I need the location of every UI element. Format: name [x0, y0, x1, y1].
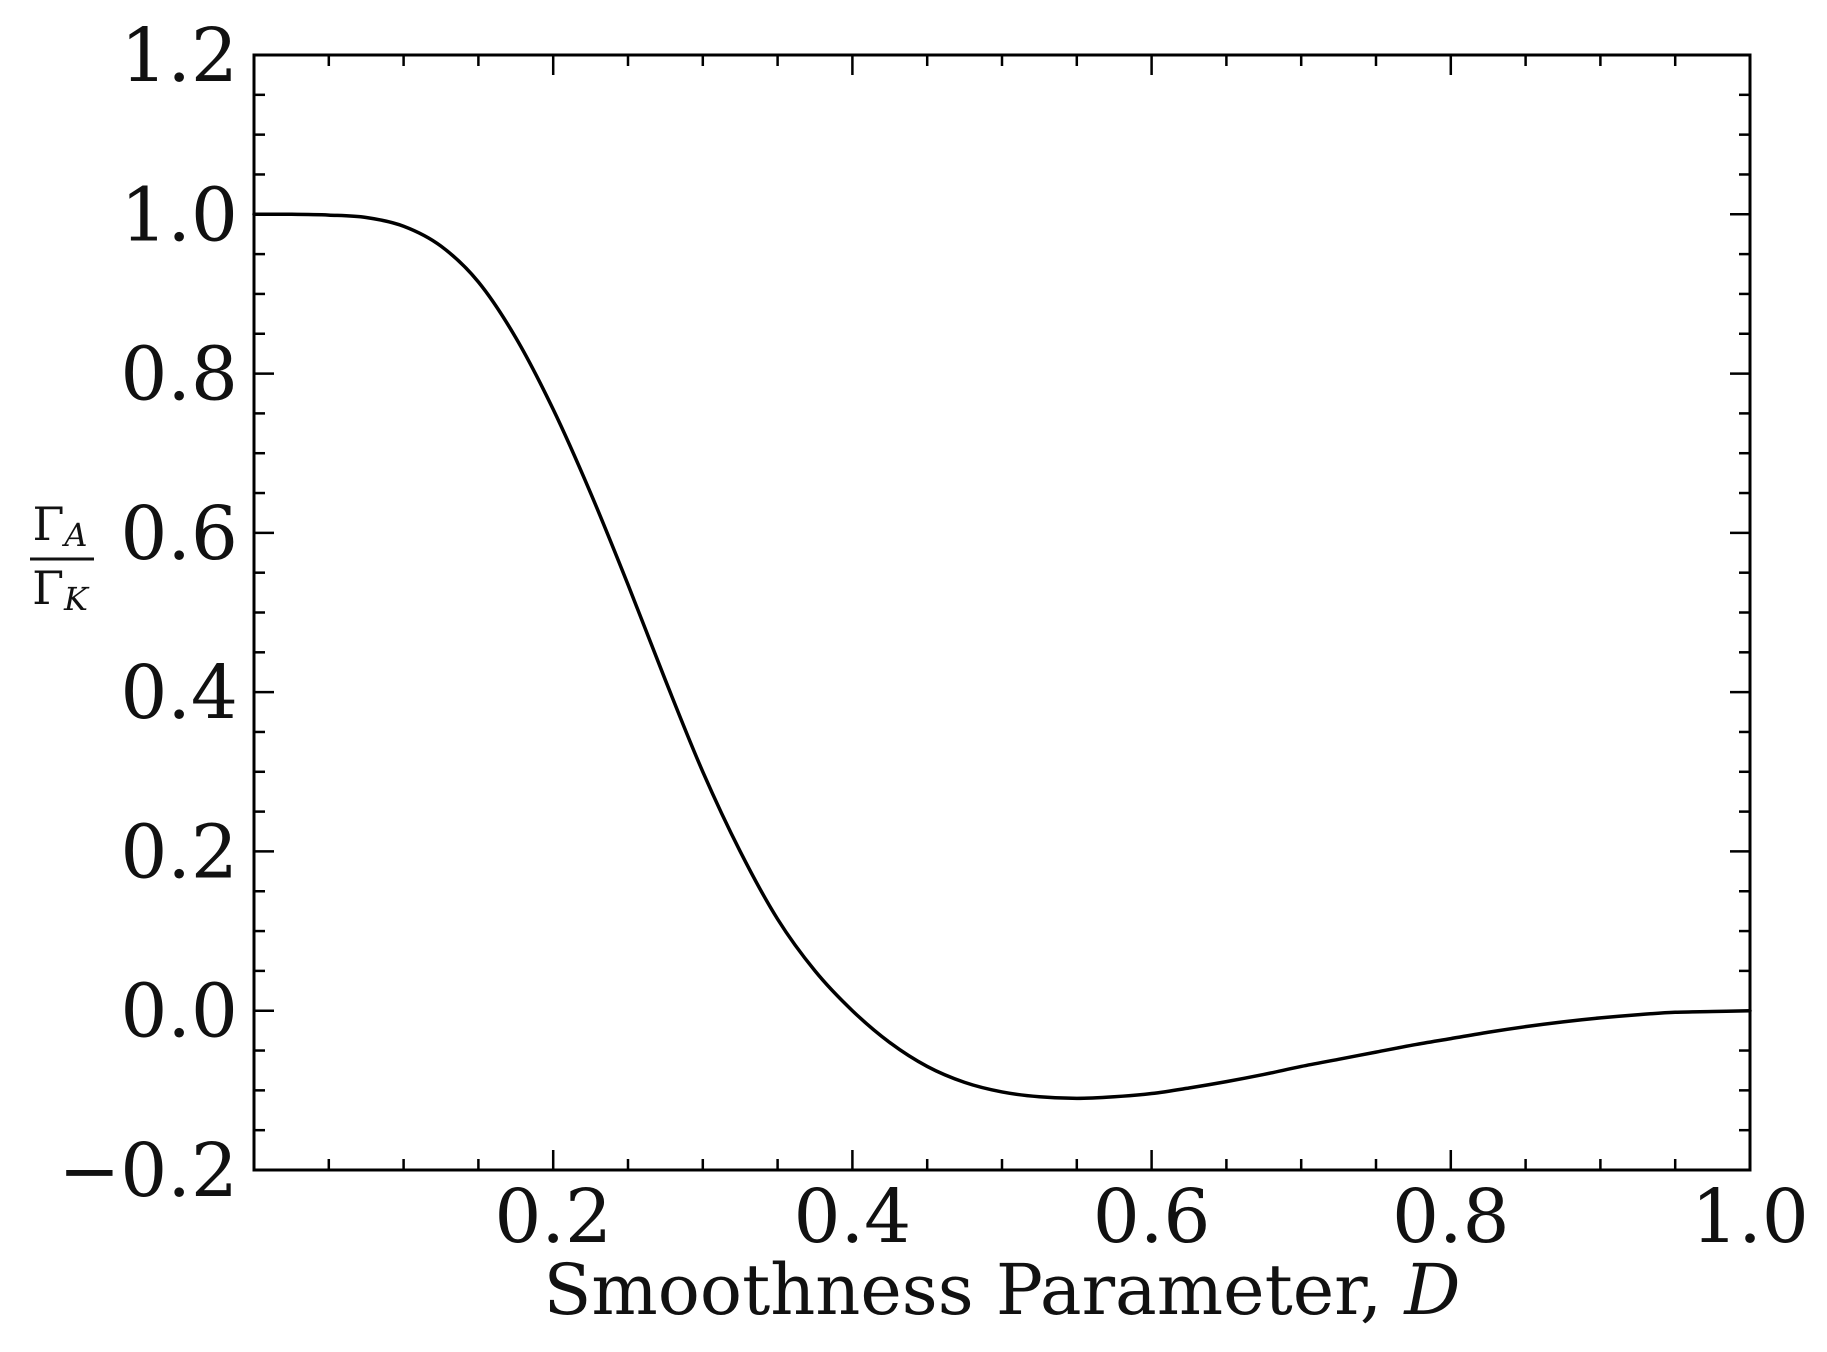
y-tick-label: −0.2	[58, 1128, 238, 1214]
y-axis-label: ΓA ΓK	[30, 497, 94, 618]
tick-group	[252, 53, 1752, 1172]
y-axis-label-denominator: ΓK	[32, 561, 90, 618]
y-tick-label: 1.2	[120, 13, 238, 99]
x-tick-label: 0.8	[1392, 1174, 1510, 1260]
y-tick-label: 0.8	[120, 332, 238, 418]
x-axis-label-variable: D	[1402, 1249, 1460, 1331]
y-tick-label: 0.0	[120, 969, 238, 1055]
y-axis-label-numerator: ΓA	[32, 497, 87, 554]
plot-frame	[252, 53, 1752, 1172]
y-numerator-subscript: A	[61, 516, 87, 554]
y-numerator-symbol: Γ	[32, 497, 64, 551]
y-denominator-subscript: K	[63, 580, 90, 618]
x-axis-label: Smoothness Parameter, D	[543, 1249, 1460, 1331]
y-tick-label: 0.4	[120, 650, 238, 736]
x-tick-label: 0.6	[1093, 1174, 1211, 1260]
y-denominator-symbol: Γ	[32, 561, 64, 615]
tick-label-group: 0.2 0.4 0.6 0.8 1.0 −0.2 0.0 0.2 0.4 0.6 0.8 1.0 1.2	[58, 13, 1809, 1260]
x-axis-label-text: Smoothness Parameter,	[543, 1249, 1404, 1331]
series-line	[252, 212, 1752, 1101]
y-tick-label: 1.0	[120, 172, 238, 258]
x-tick-label: 1.0	[1691, 1174, 1809, 1260]
x-tick-label: 0.2	[494, 1174, 612, 1260]
y-tick-label: 0.6	[120, 491, 238, 577]
y-tick-label: 0.2	[120, 809, 238, 895]
x-tick-label: 0.4	[794, 1174, 912, 1260]
